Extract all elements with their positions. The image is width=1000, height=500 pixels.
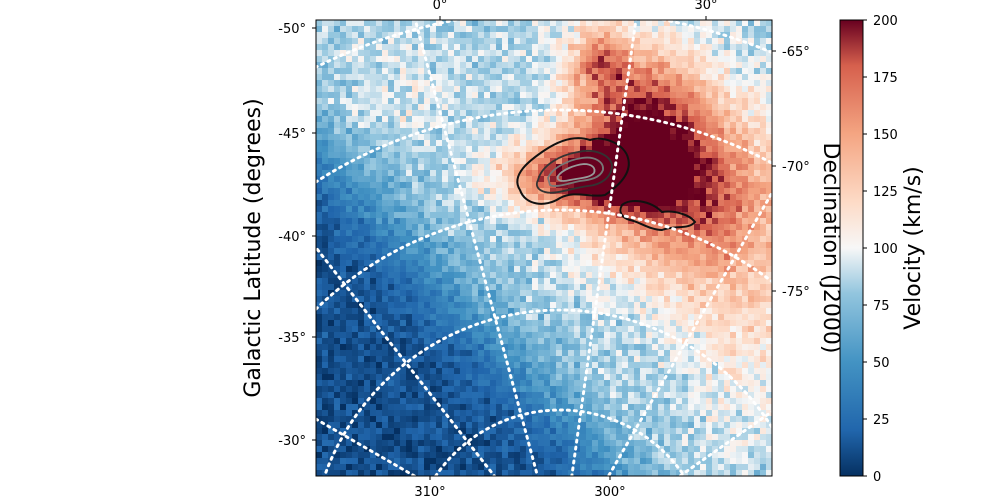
colorbar-gradient <box>839 19 864 477</box>
colorbar-tick-label: 50 <box>873 356 890 371</box>
bottom-axis: 310° 300° <box>414 485 625 500</box>
top-tick-label: 30° <box>694 0 717 13</box>
left-tick-label: -35° <box>278 331 306 346</box>
right-axis-title: Declination (J2000) <box>818 143 843 354</box>
colorbar-tick-label: 125 <box>873 185 898 200</box>
y-axis-title: Galactic Latitude (degrees) <box>241 98 266 397</box>
colorbar-tick-label: 200 <box>873 14 898 29</box>
left-tick-label: -50° <box>278 22 306 37</box>
right-tick-label: -70° <box>782 160 810 175</box>
colorbar-tick-label: 0 <box>873 470 881 485</box>
axis-ticks <box>312 16 776 480</box>
colorbar-tick-label: 75 <box>873 299 890 314</box>
bottom-tick-label: 300° <box>594 485 625 500</box>
left-axis: -50° -45° -40° -35° -30° <box>278 22 306 449</box>
plot-frame <box>315 19 773 477</box>
colorbar-tick-label: 175 <box>873 71 898 86</box>
dec-grid-circle <box>433 408 687 476</box>
left-tick-label: -40° <box>278 230 306 245</box>
ra-grid-line <box>570 20 638 476</box>
bottom-tick-label: 310° <box>414 485 445 500</box>
ra-grid-line <box>606 189 772 476</box>
left-tick-label: -30° <box>278 434 306 449</box>
top-tick-label: 0° <box>433 0 448 13</box>
right-tick-label: -65° <box>782 45 810 60</box>
dec-grid-circle <box>316 108 772 184</box>
colorbar-tick-label: 150 <box>873 128 898 143</box>
colorbar: 0 25 50 75 100 125 150 175 200 Velocity … <box>839 14 926 485</box>
ra-grid-line <box>413 20 540 476</box>
ra-grid-line <box>316 245 497 476</box>
right-tick-label: -75° <box>782 285 810 300</box>
left-tick-label: -45° <box>278 127 306 142</box>
colorbar-title: Velocity (km/s) <box>901 166 926 330</box>
top-axis: 0° 30° <box>433 0 718 13</box>
right-axis: -65° -70° -75° <box>782 45 810 300</box>
colorbar-tick-label: 100 <box>873 242 898 257</box>
colorbar-tick-label: 25 <box>873 413 890 428</box>
cloud-contours <box>516 137 697 232</box>
dec-grid-circle <box>323 308 772 476</box>
